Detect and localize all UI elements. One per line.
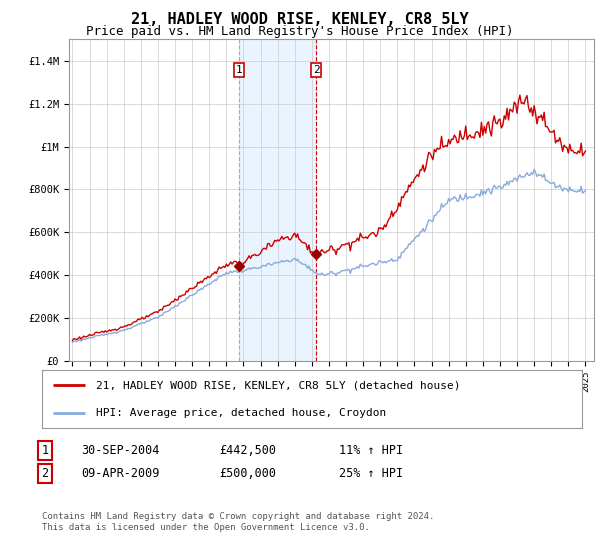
Text: 30-SEP-2004: 30-SEP-2004 [81, 444, 160, 458]
Text: Price paid vs. HM Land Registry's House Price Index (HPI): Price paid vs. HM Land Registry's House … [86, 25, 514, 38]
Text: 21, HADLEY WOOD RISE, KENLEY, CR8 5LY (detached house): 21, HADLEY WOOD RISE, KENLEY, CR8 5LY (d… [96, 380, 461, 390]
Text: £442,500: £442,500 [219, 444, 276, 458]
Text: 25% ↑ HPI: 25% ↑ HPI [339, 466, 403, 480]
Text: 09-APR-2009: 09-APR-2009 [81, 466, 160, 480]
Text: 2: 2 [313, 65, 320, 75]
Text: Contains HM Land Registry data © Crown copyright and database right 2024.
This d: Contains HM Land Registry data © Crown c… [42, 512, 434, 532]
Bar [239, 39, 316, 361]
Text: HPI: Average price, detached house, Croydon: HPI: Average price, detached house, Croy… [96, 408, 386, 418]
Text: £500,000: £500,000 [219, 466, 276, 480]
Text: 1: 1 [41, 444, 49, 458]
Text: 1: 1 [236, 65, 242, 75]
Text: 11% ↑ HPI: 11% ↑ HPI [339, 444, 403, 458]
Text: 2: 2 [41, 466, 49, 480]
Text: 21, HADLEY WOOD RISE, KENLEY, CR8 5LY: 21, HADLEY WOOD RISE, KENLEY, CR8 5LY [131, 12, 469, 27]
